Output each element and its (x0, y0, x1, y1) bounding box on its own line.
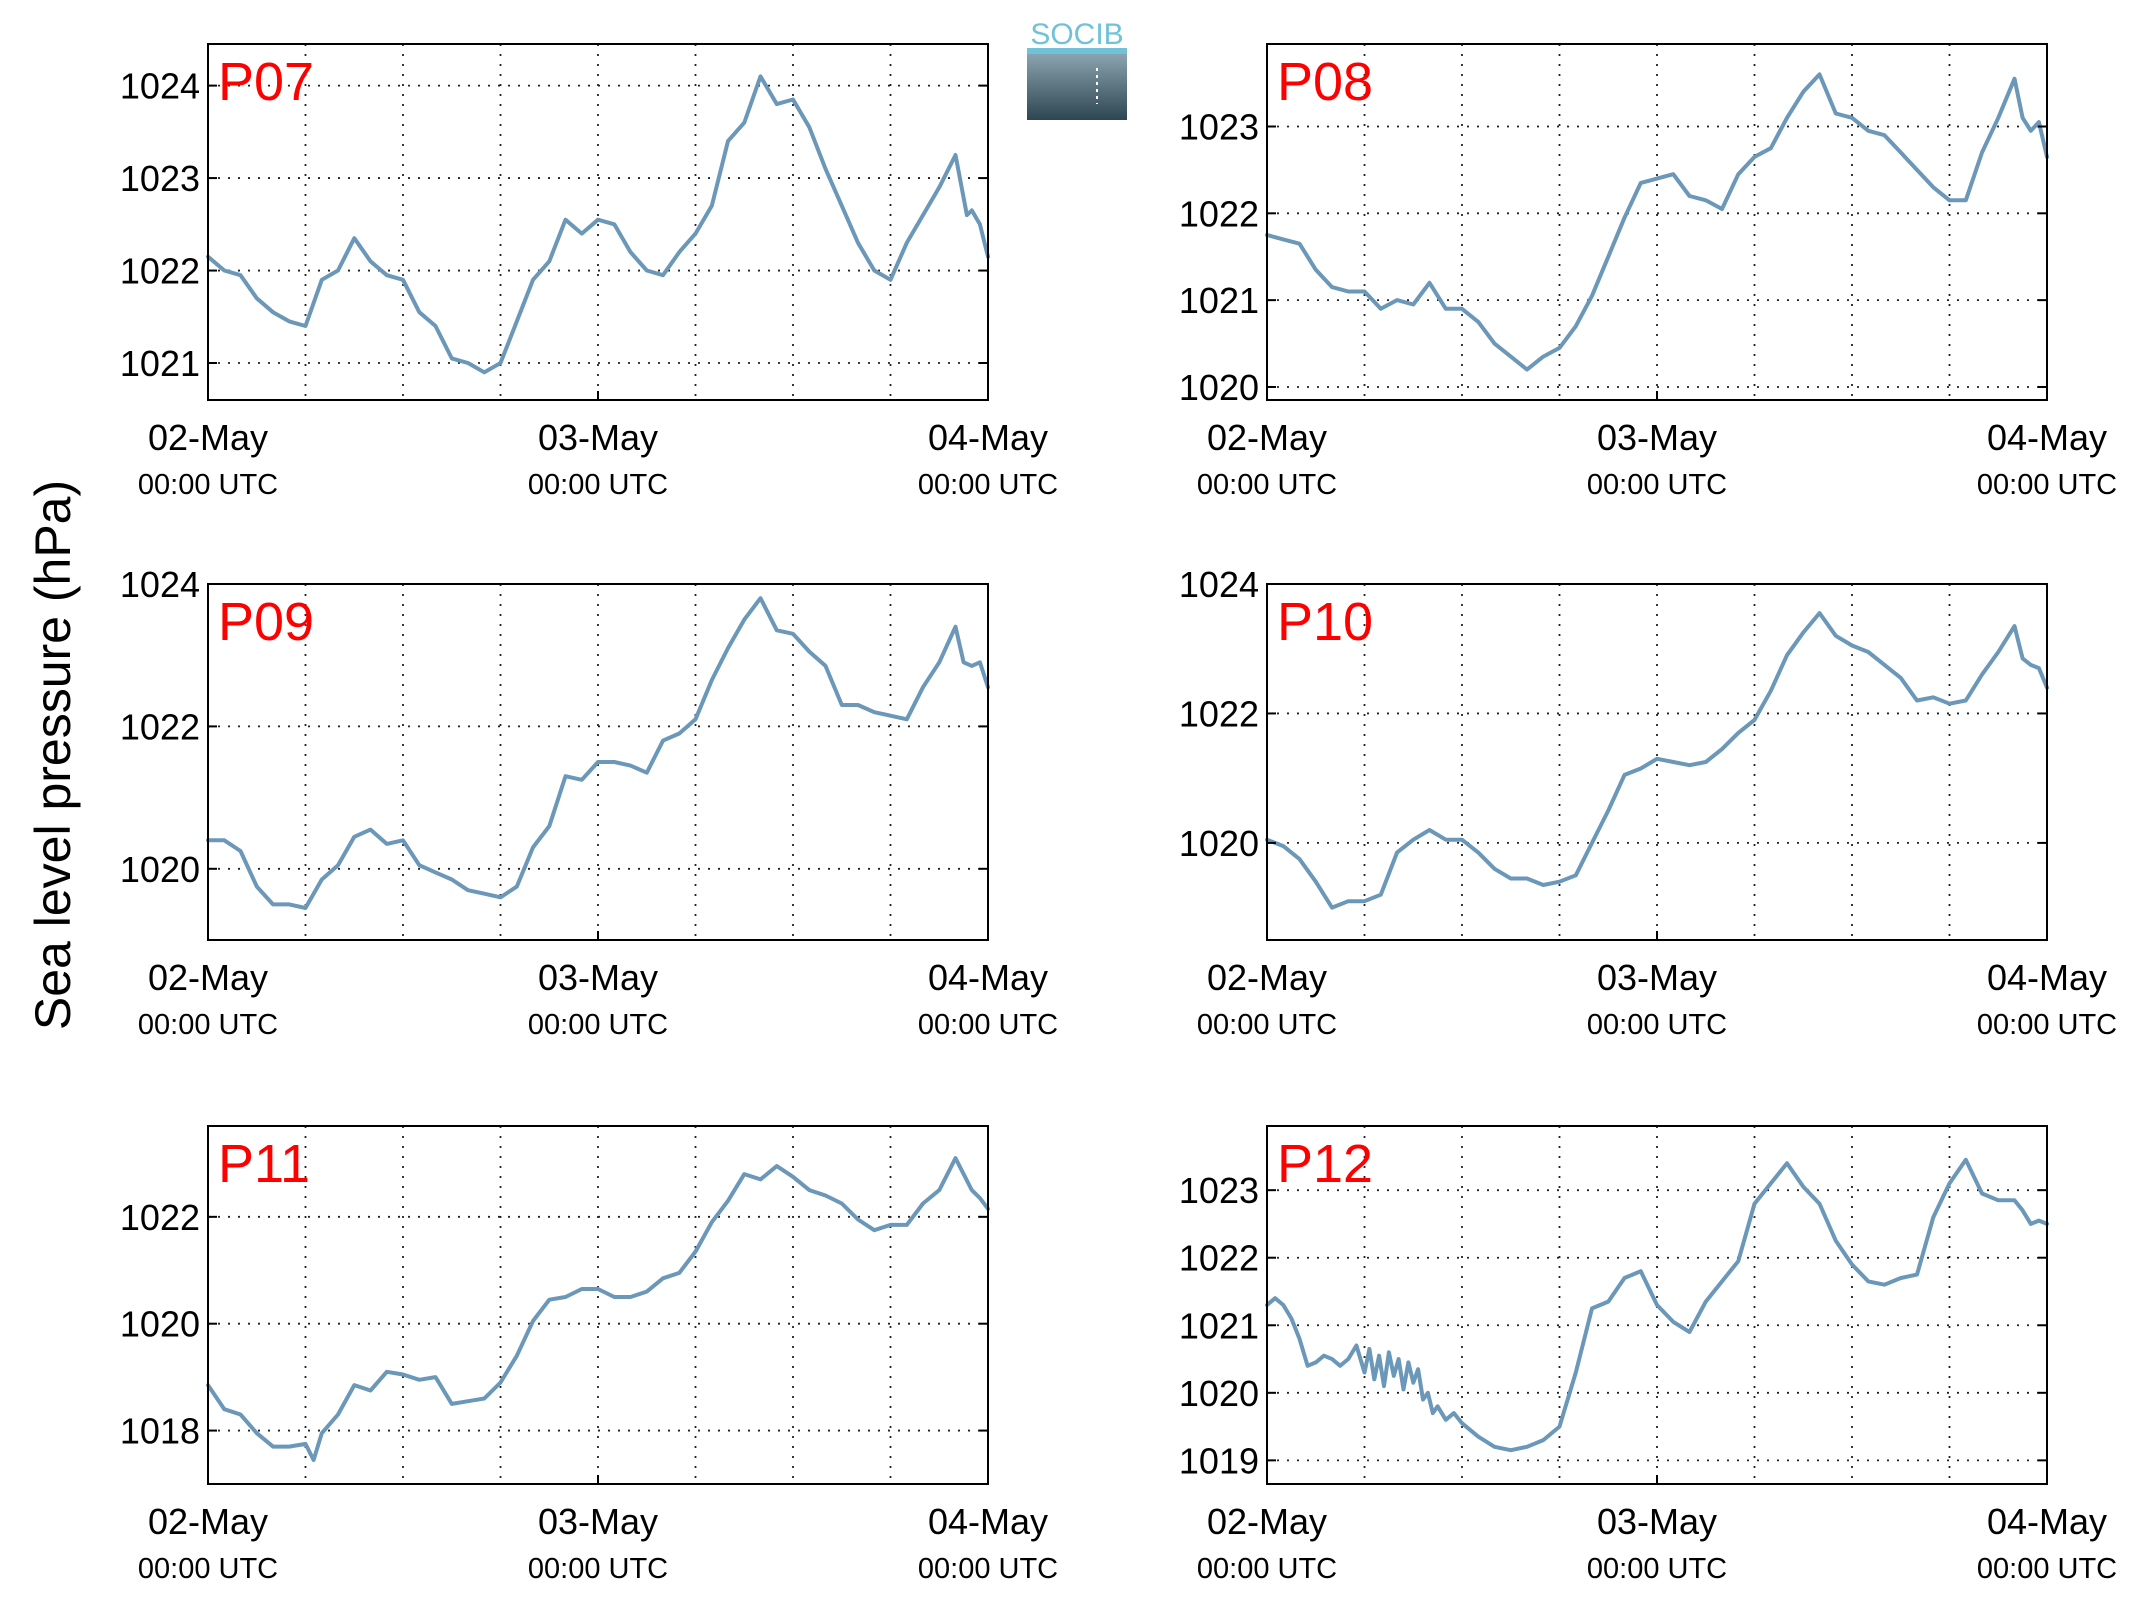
x-tick-label-time: 00:00 UTC (528, 469, 668, 501)
panel-label: P09 (218, 592, 314, 652)
y-tick-label: 1024 (1179, 564, 1259, 605)
x-tick-label-time: 00:00 UTC (138, 1553, 278, 1585)
x-tick-label-date: 03-May (1597, 1501, 1717, 1542)
x-tick-label-time: 00:00 UTC (528, 1553, 668, 1585)
x-tick-label-date: 04-May (928, 417, 1048, 458)
y-axis-label: Sea level pressure (hPa) (25, 480, 81, 1030)
y-tick-label: 1024 (120, 564, 200, 605)
panel-p11: 1018 1020 1022 02-May 00:00 UTC 03-May 00:00 U… (120, 1125, 1058, 1585)
plot-frame (1266, 43, 2048, 401)
y-tick-label: 1020 (1179, 1373, 1259, 1414)
x-tick-label-time: 00:00 UTC (1587, 1009, 1727, 1041)
x-tick-label-time: 00:00 UTC (1587, 469, 1727, 501)
x-tick-label-time: 00:00 UTC (138, 1009, 278, 1041)
y-tick-label: 1023 (1179, 106, 1259, 147)
y-tick-label: 1023 (120, 158, 200, 199)
x-tick-label-date: 03-May (1597, 957, 1717, 998)
y-tick-label: 1018 (120, 1411, 200, 1452)
x-tick-label-date: 03-May (538, 957, 658, 998)
x-tick-label-date: 02-May (148, 957, 268, 998)
series-line (206, 74, 990, 375)
logo-wave (1027, 48, 1127, 54)
y-tick-label: 1022 (1179, 193, 1259, 234)
y-tick-label: 1020 (120, 849, 200, 890)
panel-p09: 1020 1022 1024 02-May 00:00 UTC 03-May 00:00 U… (120, 564, 1058, 1041)
series-line (1265, 611, 2049, 910)
x-tick-label-time: 00:00 UTC (1197, 1009, 1337, 1041)
y-tick-label: 1021 (120, 343, 200, 384)
x-tick-label-date: 04-May (1987, 417, 2107, 458)
series-line (206, 596, 990, 910)
panel-p12: 1019 1020 1021 1022 1023 02-May 00:00 UTC 03-Ma… (1179, 1125, 2117, 1585)
x-tick-label-date: 02-May (148, 1501, 268, 1542)
x-tick-label-date: 04-May (1987, 957, 2107, 998)
x-tick-label-date: 03-May (1597, 417, 1717, 458)
x-tick-label-date: 04-May (928, 957, 1048, 998)
y-tick-label: 1020 (120, 1304, 200, 1345)
x-tick-label-time: 00:00 UTC (1977, 469, 2117, 501)
x-tick-label-date: 04-May (1987, 1501, 2107, 1542)
x-tick-label-time: 00:00 UTC (138, 469, 278, 501)
panel-label: P07 (218, 52, 314, 112)
panel-label: P11 (218, 1134, 310, 1194)
x-tick-label-date: 04-May (928, 1501, 1048, 1542)
x-tick-label-date: 03-May (538, 1501, 658, 1542)
panel-label: P10 (1277, 592, 1373, 652)
panel-p08: 1020 1021 1022 1023 02-May 00:00 UTC 03-May 00:… (1179, 43, 2117, 501)
x-tick-label-date: 02-May (1207, 957, 1327, 998)
x-tick-label-time: 00:00 UTC (1977, 1553, 2117, 1585)
series-line (1265, 1157, 2049, 1453)
x-tick-label-time: 00:00 UTC (918, 1553, 1058, 1585)
y-tick-label: 1022 (120, 251, 200, 292)
panel-p07: 1021 1022 1023 1024 02-May 00:00 UTC 03-May 00:… (120, 43, 1058, 501)
y-tick-label: 1020 (1179, 367, 1259, 408)
x-tick-label-date: 02-May (1207, 1501, 1327, 1542)
panel-label: P08 (1277, 52, 1373, 112)
series-line (206, 1156, 990, 1462)
y-tick-label: 1022 (1179, 693, 1259, 734)
socib-logo: SOCIB (1027, 18, 1127, 120)
y-tick-label: 1020 (1179, 823, 1259, 864)
y-tick-label: 1022 (120, 1197, 200, 1238)
logo-text: SOCIB (1030, 18, 1123, 51)
logo-block (1027, 50, 1127, 120)
x-tick-label-time: 00:00 UTC (1197, 1553, 1337, 1585)
x-tick-label-time: 00:00 UTC (528, 1009, 668, 1041)
y-tick-label: 1022 (120, 706, 200, 747)
x-tick-label-time: 00:00 UTC (1587, 1553, 1727, 1585)
y-tick-label: 1022 (1179, 1238, 1259, 1279)
y-tick-label: 1019 (1179, 1440, 1259, 1481)
panel-p10: 1020 1022 1024 02-May 00:00 UTC 03-May 00:00 U… (1179, 564, 2117, 1041)
x-tick-label-time: 00:00 UTC (1197, 469, 1337, 501)
series-line (1265, 72, 2049, 372)
x-tick-label-date: 02-May (1207, 417, 1327, 458)
panel-label: P12 (1277, 1134, 1373, 1194)
y-tick-label: 1024 (120, 66, 200, 107)
x-tick-label-time: 00:00 UTC (918, 469, 1058, 501)
panels: 1021 1022 1023 1024 02-May 00:00 UTC 03-May 00:… (120, 43, 2117, 1585)
x-tick-label-time: 00:00 UTC (1977, 1009, 2117, 1041)
x-tick-label-time: 00:00 UTC (918, 1009, 1058, 1041)
x-tick-label-date: 03-May (538, 417, 658, 458)
y-tick-label: 1021 (1179, 280, 1259, 321)
x-tick-label-date: 02-May (148, 417, 268, 458)
y-tick-label: 1023 (1179, 1170, 1259, 1211)
y-tick-label: 1021 (1179, 1305, 1259, 1346)
